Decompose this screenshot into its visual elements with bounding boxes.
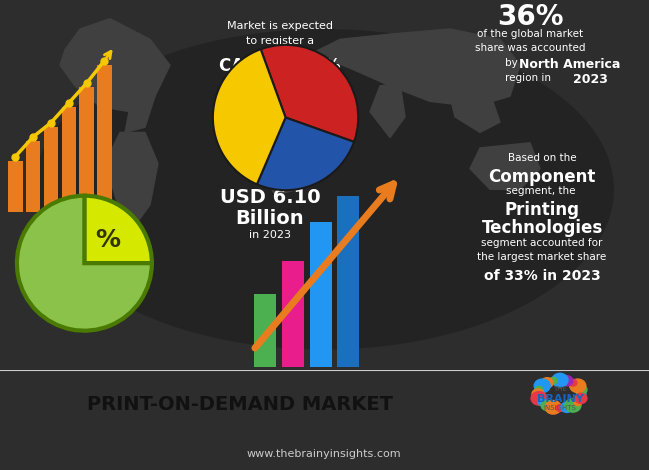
Circle shape — [556, 405, 564, 411]
Wedge shape — [84, 196, 152, 263]
Bar — [282, 261, 304, 367]
Circle shape — [545, 400, 561, 414]
Text: www.thebrainyinsights.com: www.thebrainyinsights.com — [247, 449, 401, 459]
Polygon shape — [250, 86, 325, 195]
Text: share was accounted: share was accounted — [475, 43, 585, 54]
Text: of the global market: of the global market — [477, 29, 583, 39]
Circle shape — [535, 386, 543, 393]
Text: CAGR of 26%: CAGR of 26% — [219, 57, 341, 75]
Text: The market was: The market was — [225, 153, 315, 163]
Text: Component: Component — [488, 168, 596, 186]
Circle shape — [552, 373, 568, 387]
Circle shape — [561, 376, 573, 386]
Text: USD 6.10: USD 6.10 — [220, 188, 321, 207]
Circle shape — [575, 384, 587, 395]
Bar — [62, 107, 76, 212]
Wedge shape — [17, 196, 152, 331]
Text: %: % — [95, 227, 121, 251]
Circle shape — [575, 393, 587, 403]
Bar — [337, 196, 360, 367]
Wedge shape — [257, 118, 354, 190]
Polygon shape — [105, 133, 158, 226]
Bar — [254, 294, 276, 367]
Wedge shape — [261, 45, 358, 142]
Circle shape — [570, 379, 586, 392]
Text: region in: region in — [506, 73, 555, 84]
Circle shape — [541, 378, 553, 388]
Circle shape — [534, 379, 550, 392]
Polygon shape — [370, 83, 405, 138]
Circle shape — [538, 399, 546, 406]
Text: Based on the: Based on the — [508, 153, 576, 163]
Text: valued at: valued at — [244, 168, 296, 178]
Circle shape — [578, 391, 586, 398]
Text: 36%: 36% — [496, 3, 563, 31]
Text: North America: North America — [519, 58, 620, 71]
Ellipse shape — [34, 29, 614, 350]
Circle shape — [541, 400, 553, 410]
Polygon shape — [450, 93, 500, 133]
Text: 2023: 2023 — [572, 73, 607, 86]
Polygon shape — [60, 19, 170, 112]
Text: segment, the: segment, the — [506, 186, 578, 196]
Bar — [310, 222, 332, 367]
Text: PRINT-ON-DEMAND MARKET: PRINT-ON-DEMAND MARKET — [87, 395, 393, 414]
Circle shape — [565, 399, 581, 412]
Polygon shape — [268, 52, 320, 86]
Circle shape — [569, 379, 577, 386]
Polygon shape — [30, 236, 70, 267]
Bar — [43, 127, 58, 212]
Circle shape — [549, 377, 557, 384]
Text: the largest market share: the largest market share — [478, 252, 607, 262]
Text: INSIGHTS: INSIGHTS — [544, 405, 576, 411]
Polygon shape — [125, 96, 155, 133]
Text: segment accounted for: segment accounted for — [482, 238, 603, 248]
Bar — [8, 161, 23, 212]
Text: Printing: Printing — [504, 201, 580, 219]
Text: BRAINY: BRAINY — [537, 394, 583, 404]
Text: of 33% in 2023: of 33% in 2023 — [484, 269, 600, 283]
Bar — [97, 65, 112, 212]
Circle shape — [561, 402, 573, 412]
Polygon shape — [470, 143, 540, 189]
Wedge shape — [213, 49, 286, 184]
Bar — [79, 87, 94, 212]
Circle shape — [532, 389, 544, 399]
Text: Market is expected: Market is expected — [227, 21, 333, 31]
Circle shape — [531, 392, 547, 405]
Circle shape — [574, 399, 582, 406]
Text: to register a: to register a — [246, 36, 314, 46]
Text: THE: THE — [553, 386, 567, 392]
Ellipse shape — [251, 114, 320, 133]
Text: Billion: Billion — [236, 209, 304, 228]
Text: in 2023: in 2023 — [249, 230, 291, 240]
Text: by: by — [505, 58, 521, 68]
Bar — [26, 141, 40, 212]
Polygon shape — [315, 29, 520, 107]
Text: Technologies: Technologies — [482, 219, 603, 237]
